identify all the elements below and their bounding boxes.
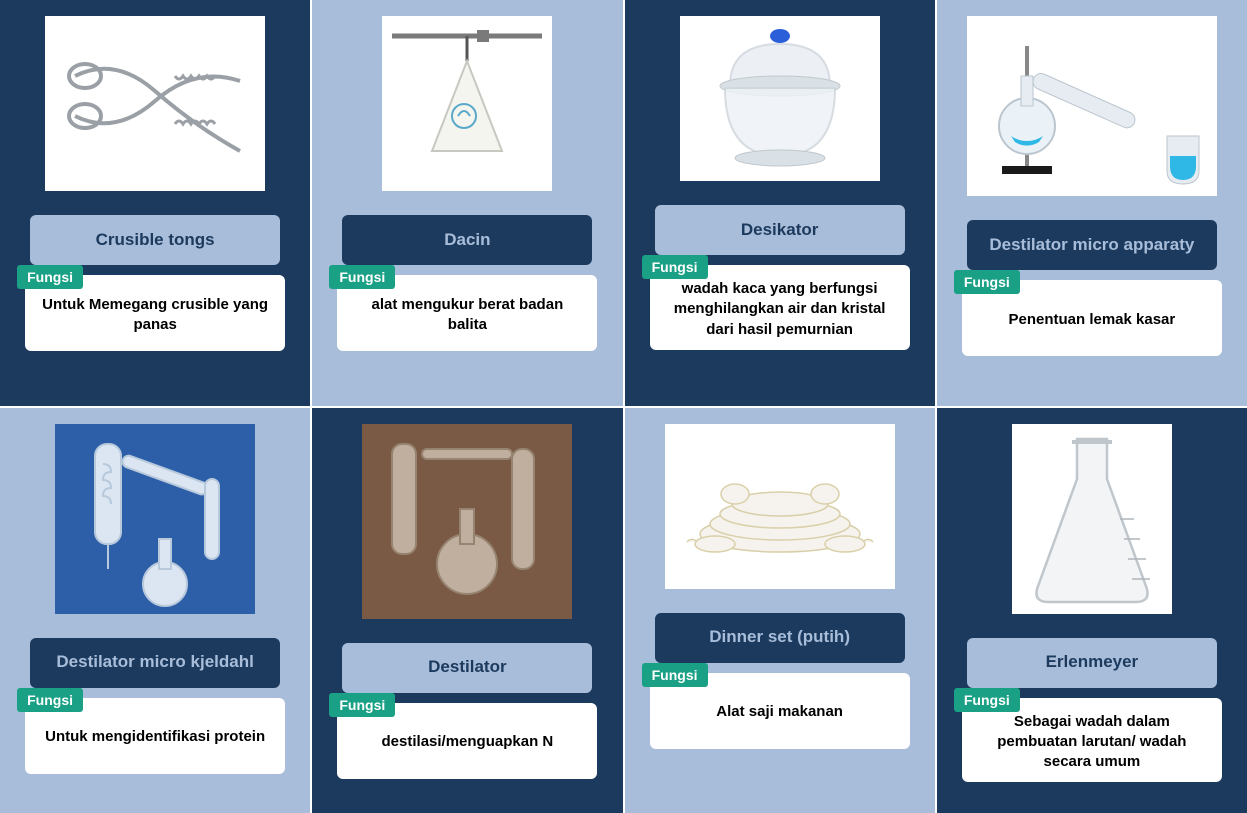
card-image bbox=[967, 16, 1217, 196]
fungsi-badge: Fungsi bbox=[329, 693, 395, 717]
kjeldahl-icon bbox=[55, 424, 255, 614]
tongs-icon bbox=[45, 16, 265, 191]
card-title: Destilator micro apparaty bbox=[967, 220, 1217, 270]
fungsi-badge: Fungsi bbox=[642, 255, 708, 279]
card-image bbox=[1012, 424, 1172, 614]
fungsi-badge: Fungsi bbox=[17, 265, 83, 289]
card-function-area: Fungsi destilasi/menguapkan N bbox=[337, 703, 597, 779]
card-function-area: Fungsi alat mengukur berat badan balita bbox=[337, 275, 597, 351]
card-image bbox=[680, 16, 880, 181]
card-destilator-micro-apparaty: Destilator micro apparaty Fungsi Penentu… bbox=[937, 0, 1247, 406]
card-title: Erlenmeyer bbox=[967, 638, 1217, 688]
card-function-area: Fungsi wadah kaca yang berfungsi menghil… bbox=[650, 265, 910, 350]
card-image bbox=[45, 16, 265, 191]
card-image bbox=[382, 16, 552, 191]
distill-apparatus-icon bbox=[967, 16, 1217, 196]
fungsi-badge: Fungsi bbox=[17, 688, 83, 712]
fungsi-badge: Fungsi bbox=[642, 663, 708, 687]
fungsi-badge: Fungsi bbox=[954, 688, 1020, 712]
card-function-area: Fungsi Untuk Memegang crusible yang pana… bbox=[25, 275, 285, 351]
card-desikator: Desikator Fungsi wadah kaca yang berfung… bbox=[625, 0, 935, 406]
card-title: Crusible tongs bbox=[30, 215, 280, 265]
fungsi-badge: Fungsi bbox=[329, 265, 395, 289]
card-image bbox=[362, 424, 572, 619]
card-destilator: Destilator Fungsi destilasi/menguapkan N bbox=[312, 408, 622, 813]
card-title: Dacin bbox=[342, 215, 592, 265]
card-title: Destilator bbox=[342, 643, 592, 693]
card-grid: Crusible tongs Fungsi Untuk Memegang cru… bbox=[0, 0, 1247, 813]
distillator-icon bbox=[362, 424, 572, 619]
desiccator-icon bbox=[680, 16, 880, 181]
card-destilator-micro-kjeldahl: Destilator micro kjeldahl Fungsi Untuk m… bbox=[0, 408, 310, 813]
card-image bbox=[55, 424, 255, 614]
card-dacin: Dacin Fungsi alat mengukur berat badan b… bbox=[312, 0, 622, 406]
card-function-area: Fungsi Penentuan lemak kasar bbox=[962, 280, 1222, 356]
dinner-set-icon bbox=[665, 424, 895, 589]
fungsi-badge: Fungsi bbox=[954, 270, 1020, 294]
dacin-icon bbox=[382, 16, 552, 191]
card-title: Desikator bbox=[655, 205, 905, 255]
card-image bbox=[665, 424, 895, 589]
card-dinner-set: Dinner set (putih) Fungsi Alat saji maka… bbox=[625, 408, 935, 813]
card-title: Destilator micro kjeldahl bbox=[30, 638, 280, 688]
card-function-area: Fungsi Alat saji makanan bbox=[650, 673, 910, 749]
card-crusible-tongs: Crusible tongs Fungsi Untuk Memegang cru… bbox=[0, 0, 310, 406]
erlenmeyer-icon bbox=[1012, 424, 1172, 614]
card-erlenmeyer: Erlenmeyer Fungsi Sebagai wadah dalam pe… bbox=[937, 408, 1247, 813]
card-title: Dinner set (putih) bbox=[655, 613, 905, 663]
card-function-area: Fungsi Untuk mengidentifikasi protein bbox=[25, 698, 285, 774]
card-function-area: Fungsi Sebagai wadah dalam pembuatan lar… bbox=[962, 698, 1222, 783]
